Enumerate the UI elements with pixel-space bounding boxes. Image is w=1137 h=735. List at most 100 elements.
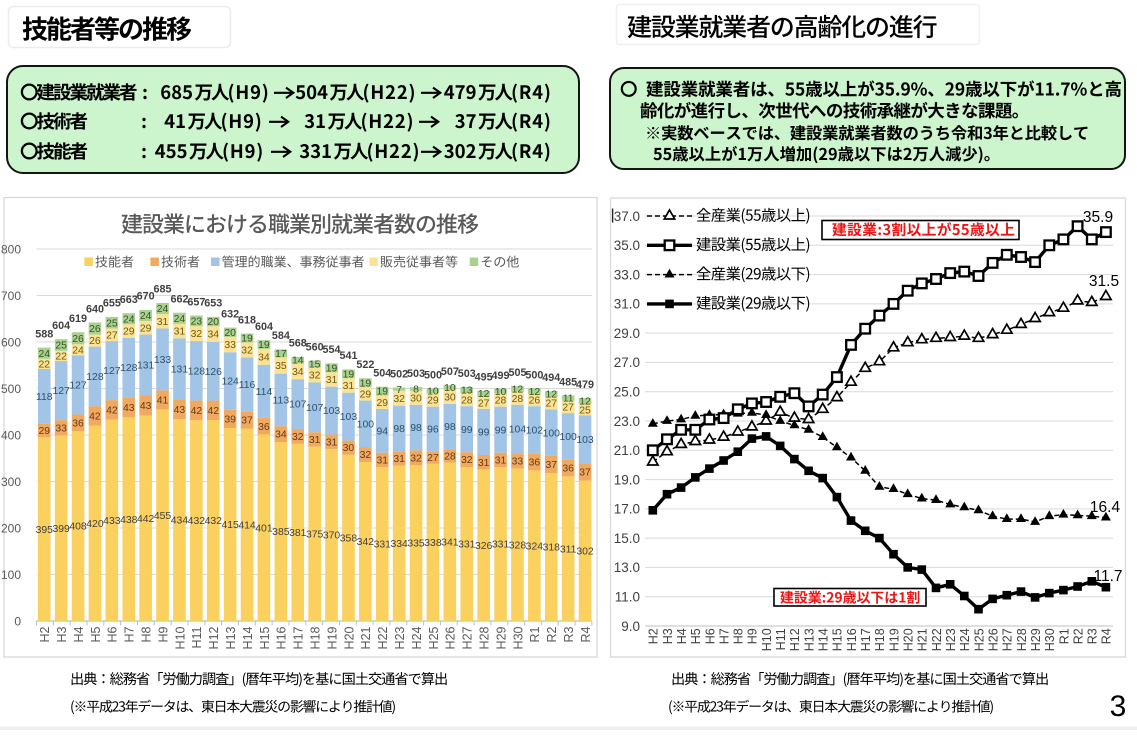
- svg-text:32: 32: [410, 453, 422, 464]
- svg-text:H23: H23: [393, 626, 407, 649]
- svg-text:36: 36: [258, 422, 270, 433]
- svg-text:700: 700: [1, 289, 21, 303]
- svg-text:127: 127: [52, 386, 70, 397]
- svg-text:499: 499: [492, 370, 510, 382]
- svg-text:H22: H22: [376, 626, 390, 649]
- svg-text:H3: H3: [661, 628, 675, 644]
- svg-text:33.0: 33.0: [614, 267, 640, 282]
- svg-text:H4: H4: [675, 628, 689, 644]
- svg-text:19: 19: [258, 340, 270, 351]
- svg-text:26: 26: [72, 334, 84, 345]
- svg-text:10: 10: [427, 386, 439, 397]
- svg-text:H14: H14: [241, 626, 255, 649]
- svg-text:27: 27: [478, 398, 490, 409]
- svg-text:H28: H28: [477, 626, 491, 649]
- svg-text:H20: H20: [901, 628, 915, 651]
- svg-text:H16: H16: [845, 628, 859, 651]
- svg-text:H25: H25: [972, 628, 986, 651]
- svg-text:R3: R3: [1086, 628, 1100, 644]
- svg-text:35: 35: [275, 361, 287, 372]
- svg-text:568: 568: [289, 338, 307, 350]
- svg-text:338: 338: [424, 538, 442, 549]
- svg-text:128: 128: [86, 372, 104, 383]
- svg-text:395: 395: [36, 525, 54, 536]
- svg-text:25: 25: [106, 318, 118, 329]
- svg-text:H30: H30: [1043, 628, 1057, 651]
- svg-text:31: 31: [495, 455, 507, 466]
- svg-text:494: 494: [542, 372, 560, 384]
- svg-text:32: 32: [461, 455, 473, 466]
- svg-text:29: 29: [123, 327, 135, 338]
- svg-text:32: 32: [309, 371, 321, 382]
- svg-text:302: 302: [576, 546, 594, 557]
- svg-text:12: 12: [529, 387, 541, 398]
- svg-text:375: 375: [306, 529, 324, 540]
- svg-text:331: 331: [374, 540, 392, 551]
- svg-text:331: 331: [492, 540, 510, 551]
- svg-text:R1: R1: [528, 626, 542, 642]
- svg-text:H15: H15: [831, 628, 845, 651]
- svg-text:25.0: 25.0: [614, 385, 640, 400]
- svg-text:H18: H18: [308, 626, 322, 649]
- svg-text:502: 502: [390, 368, 408, 380]
- svg-text:H10: H10: [760, 628, 774, 651]
- svg-text:27: 27: [562, 402, 574, 413]
- svg-text:H19: H19: [325, 626, 339, 649]
- svg-text:R4: R4: [579, 626, 593, 642]
- svg-text:16.4: 16.4: [1090, 499, 1121, 516]
- svg-text:H12: H12: [788, 628, 802, 651]
- svg-text:401: 401: [255, 523, 273, 534]
- svg-text:663: 663: [120, 294, 138, 306]
- svg-text:H13: H13: [224, 626, 238, 649]
- svg-text:29: 29: [427, 395, 439, 406]
- svg-text:324: 324: [526, 541, 544, 552]
- svg-text:H18: H18: [873, 628, 887, 651]
- svg-text:10: 10: [495, 387, 507, 398]
- svg-text:127: 127: [69, 381, 87, 392]
- svg-text:670: 670: [137, 291, 155, 303]
- svg-text:500: 500: [424, 369, 442, 381]
- svg-text:504: 504: [373, 367, 391, 379]
- svg-text:28: 28: [444, 452, 456, 463]
- svg-text:10: 10: [444, 383, 456, 394]
- svg-text:24: 24: [174, 314, 186, 325]
- svg-text:H19: H19: [887, 628, 901, 651]
- svg-text:24: 24: [38, 349, 50, 360]
- svg-text:H11: H11: [774, 628, 788, 650]
- svg-text:28: 28: [495, 396, 507, 407]
- svg-text:H17: H17: [859, 628, 873, 651]
- svg-text:318: 318: [543, 543, 561, 554]
- svg-text:R2: R2: [545, 626, 559, 642]
- svg-text:98: 98: [444, 422, 456, 433]
- svg-text:29.0: 29.0: [614, 326, 640, 341]
- svg-text:H12: H12: [207, 626, 221, 649]
- svg-text:30: 30: [343, 443, 355, 454]
- svg-text:H7: H7: [717, 628, 731, 644]
- svg-text:98: 98: [410, 423, 422, 434]
- svg-text:103: 103: [576, 435, 594, 446]
- svg-text:19.0: 19.0: [614, 472, 640, 487]
- svg-text:27: 27: [545, 399, 557, 410]
- svg-text:13.0: 13.0: [614, 560, 640, 575]
- svg-text:H7: H7: [123, 626, 137, 642]
- svg-text:17: 17: [275, 349, 287, 360]
- svg-text:H6: H6: [106, 626, 120, 642]
- svg-text:12: 12: [545, 390, 557, 401]
- svg-text:H24: H24: [410, 626, 424, 649]
- svg-text:H30: H30: [511, 626, 525, 649]
- svg-text:11.0: 11.0: [615, 590, 640, 605]
- svg-text:128: 128: [120, 363, 138, 374]
- svg-text:37: 37: [241, 415, 253, 426]
- svg-text:42: 42: [191, 406, 203, 417]
- svg-text:28: 28: [512, 394, 524, 405]
- svg-text:507: 507: [441, 366, 459, 378]
- svg-text:98: 98: [393, 424, 405, 435]
- svg-text:3: 3: [1110, 690, 1127, 723]
- svg-text:30: 30: [444, 392, 456, 403]
- svg-text:H16: H16: [275, 626, 289, 649]
- svg-text:618: 618: [238, 314, 256, 326]
- svg-text:H27: H27: [461, 626, 475, 649]
- svg-text:26: 26: [89, 336, 101, 347]
- svg-text:341: 341: [441, 537, 459, 548]
- svg-text:34: 34: [292, 367, 304, 378]
